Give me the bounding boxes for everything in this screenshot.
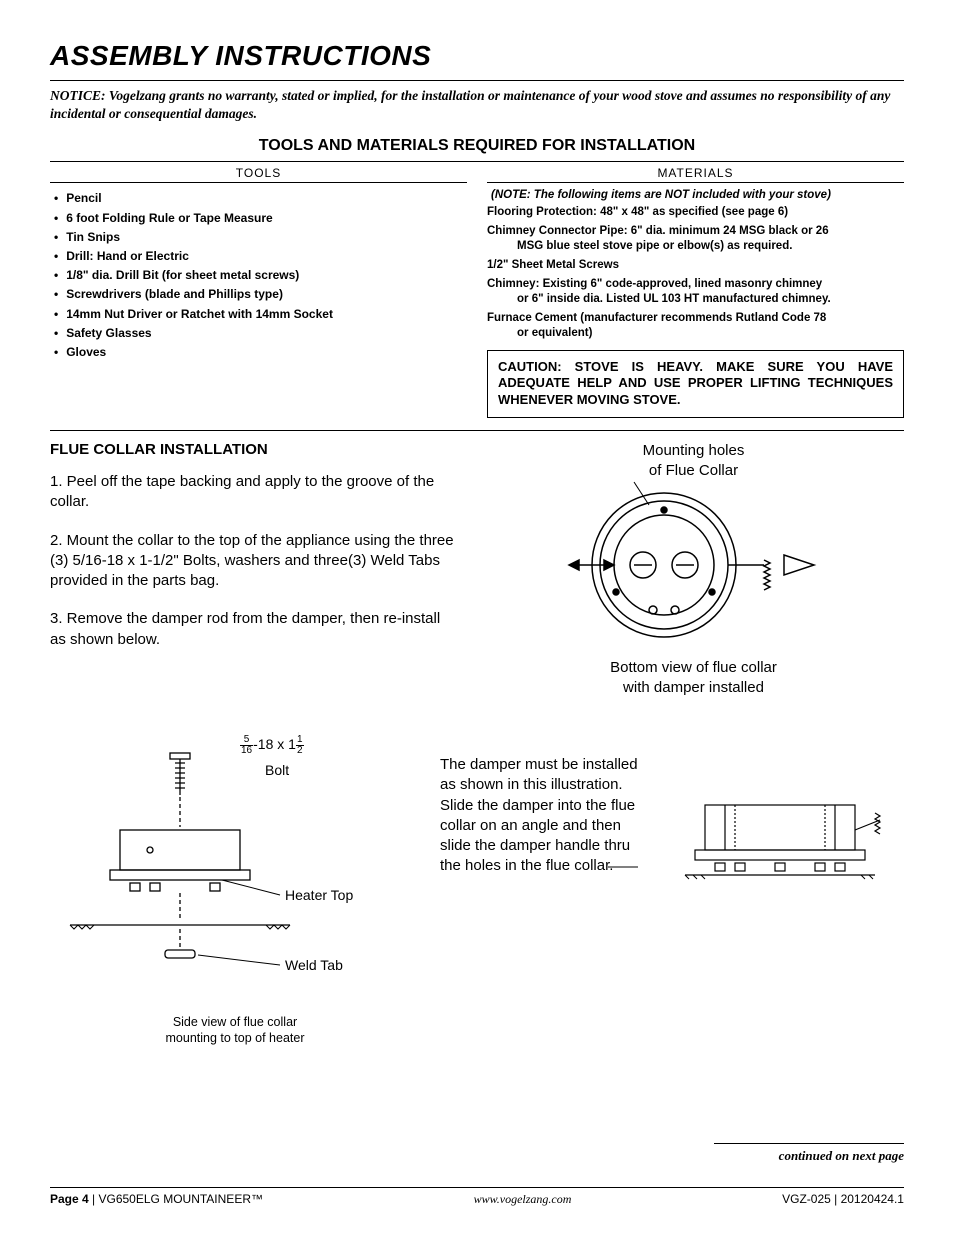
list-item: Chimney Connector Pipe: 6" dia. minimum …	[487, 224, 904, 255]
list-item: Furnace Cement (manufacturer recommends …	[487, 311, 904, 342]
section-rule	[50, 161, 904, 162]
leader-line-icon	[608, 862, 638, 872]
list-item: Pencil	[50, 189, 467, 208]
notice-text: NOTICE: Vogelzang grants no warranty, st…	[50, 87, 904, 123]
tools-header-rule	[50, 182, 467, 183]
weld-tab-label: Weld Tab	[285, 957, 343, 973]
flue-diagram-column: Mounting holes of Flue Collar	[483, 441, 904, 697]
list-item: 1/2" Sheet Metal Screws	[487, 258, 904, 274]
tools-header: TOOLS	[50, 166, 467, 180]
footer-left: Page 4 | VG650ELG MOUNTAINEER™	[50, 1192, 263, 1207]
bolt-label: Bolt	[265, 762, 289, 778]
flue-heading: FLUE COLLAR INSTALLATION	[50, 441, 455, 458]
caution-box: CAUTION: STOVE IS HEAVY. MAKE SURE YOU H…	[487, 350, 904, 419]
tools-column: TOOLS Pencil 6 foot Folding Rule or Tape…	[50, 166, 467, 418]
tools-materials-heading: TOOLS AND MATERIALS REQUIRED FOR INSTALL…	[50, 137, 904, 155]
side-view-caption: Side view of flue collar mounting to top…	[50, 1014, 420, 1047]
bolt-spec-label: 516-18 x 112	[240, 735, 360, 756]
list-item: Safety Glasses	[50, 324, 467, 343]
step-1: 1. Peel off the tape backing and apply t…	[50, 472, 455, 513]
materials-note: (NOTE: The following items are NOT inclu…	[487, 189, 904, 201]
flue-top-label: Mounting holes of Flue Collar	[483, 441, 904, 480]
tools-list: Pencil 6 foot Folding Rule or Tape Measu…	[50, 189, 467, 362]
install-section-rule	[50, 430, 904, 431]
list-item: Flooring Protection: 48" x 48" as specif…	[487, 205, 904, 221]
continued-text: continued on next page	[779, 1148, 904, 1163]
list-item: Tin Snips	[50, 228, 467, 247]
flue-bottom-caption: Bottom view of flue collar with damper i…	[483, 658, 904, 697]
page-footer: Page 4 | VG650ELG MOUNTAINEER™ www.vogel…	[50, 1187, 904, 1207]
flue-collar-diagram	[483, 480, 904, 650]
list-item: 1/8" dia. Drill Bit (for sheet metal scr…	[50, 266, 467, 285]
materials-header: MATERIALS	[487, 166, 904, 180]
list-item: Gloves	[50, 343, 467, 362]
damper-install-diagram	[675, 725, 905, 1047]
list-item: Chimney: Existing 6" code-approved, line…	[487, 277, 904, 308]
lower-diagrams-row: 516-18 x 112 Bolt Heater Top Weld Tab Si…	[50, 725, 904, 1047]
tools-materials-columns: TOOLS Pencil 6 foot Folding Rule or Tape…	[50, 166, 904, 418]
continued-rule	[714, 1143, 904, 1144]
materials-list: Flooring Protection: 48" x 48" as specif…	[487, 205, 904, 341]
flue-install-row: FLUE COLLAR INSTALLATION 1. Peel off the…	[50, 441, 904, 697]
list-item: Screwdrivers (blade and Phillips type)	[50, 285, 467, 304]
title-rule	[50, 80, 904, 81]
materials-column: MATERIALS (NOTE: The following items are…	[487, 166, 904, 418]
heater-top-label: Heater Top	[285, 887, 353, 903]
continued-block: continued on next page	[714, 1143, 904, 1165]
materials-header-rule	[487, 182, 904, 183]
page-title: ASSEMBLY INSTRUCTIONS	[50, 40, 904, 72]
step-2: 2. Mount the collar to the top of the ap…	[50, 531, 455, 592]
list-item: Drill: Hand or Electric	[50, 247, 467, 266]
side-view-diagram: 516-18 x 112 Bolt Heater Top Weld Tab Si…	[50, 725, 420, 1047]
step-3: 3. Remove the damper rod from the damper…	[50, 609, 455, 650]
list-item: 14mm Nut Driver or Ratchet with 14mm Soc…	[50, 305, 467, 324]
footer-url: www.vogelzang.com	[474, 1192, 572, 1207]
damper-instruction-text: The damper must be installed as shown in…	[440, 725, 655, 1047]
flue-text-column: FLUE COLLAR INSTALLATION 1. Peel off the…	[50, 441, 455, 697]
footer-doc-id: VGZ-025 | 20120424.1	[782, 1192, 904, 1207]
list-item: 6 foot Folding Rule or Tape Measure	[50, 209, 467, 228]
